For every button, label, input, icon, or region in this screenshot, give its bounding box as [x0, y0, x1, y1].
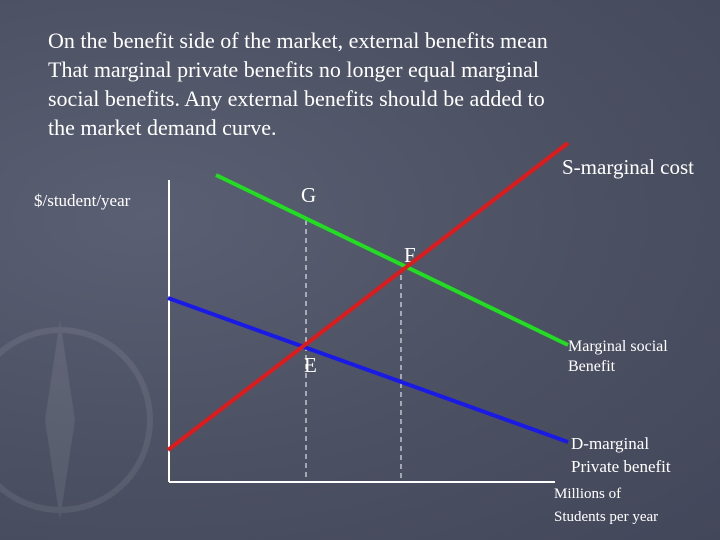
supply-curve-label: S-marginal cost: [562, 155, 695, 179]
demand-curve-label: D-marginal Private benefit: [571, 434, 671, 476]
point-g-label: G: [301, 183, 317, 207]
compass-watermark-icon: [0, 320, 153, 520]
point-e-label: E: [304, 353, 317, 377]
marginal-social-benefit-curve: [215, 173, 569, 347]
x-axis-label: Millions of Students per year: [554, 486, 659, 525]
y-axis-label: $/student/year: [34, 191, 131, 210]
marginal-social-benefit-label: Marginal social Benefit: [568, 338, 668, 375]
point-f-label: F: [404, 243, 416, 267]
slide-body-text: On the benefit side of the market, exter…: [48, 28, 548, 140]
demand-curve: [167, 296, 569, 444]
supply-curve: [166, 141, 570, 452]
